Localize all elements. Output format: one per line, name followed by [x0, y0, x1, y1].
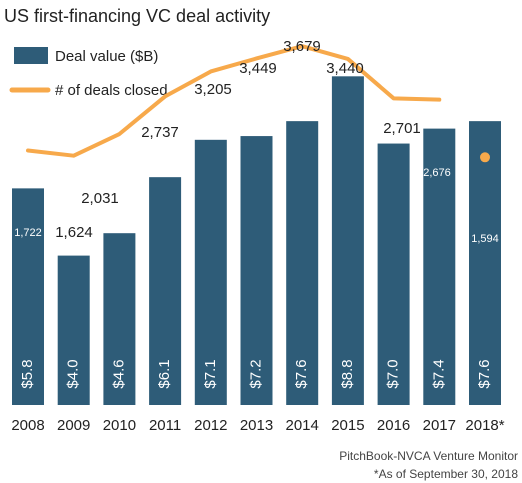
bar-value-label: $5.8: [19, 359, 36, 388]
bar-2016: [377, 143, 410, 406]
deals-closed-label: 1,722: [14, 227, 42, 239]
bar-2011: [149, 177, 182, 405]
deals-closed-label: 3,679: [283, 38, 321, 55]
x-tick-label: 2018*: [465, 417, 504, 434]
chart-title: US first-financing VC deal activity: [4, 6, 270, 26]
x-tick-label: 2012: [194, 417, 227, 434]
line-layer: 1,722 1,624 2,031 2,737 3,205 3,449 3,679 3,440…: [14, 38, 499, 245]
bar-2009: [57, 255, 90, 405]
legend-label-deals-closed: # of deals closed: [55, 82, 168, 99]
bar-value-label: $7.4: [430, 359, 447, 388]
x-tick-label: 2010: [103, 417, 136, 434]
legend-swatch-deal-value: [14, 47, 48, 64]
bar-2008: [12, 188, 44, 405]
deals-closed-label: 1,624: [55, 224, 93, 241]
bar-value-label: $7.0: [385, 359, 402, 388]
x-tick-label: 2014: [286, 417, 319, 434]
bar-value-label: $7.6: [293, 359, 310, 388]
bar-value-label: $6.1: [156, 359, 173, 388]
bar-2014: [286, 121, 319, 405]
deals-closed-line: [26, 44, 442, 158]
source-text: PitchBook-NVCA Venture Monitor: [339, 449, 518, 463]
x-axis: 2008 2009 2010 2011 2012 2013 2014 2015 2016 2017…: [11, 417, 504, 434]
bar-2012: [194, 139, 227, 405]
deals-closed-label: 1,594: [471, 233, 499, 245]
deals-closed-label: 3,205: [194, 81, 232, 98]
deals-closed-label: 2,701: [383, 120, 421, 137]
x-tick-label: 2008: [11, 417, 44, 434]
bar-value-label: $4.0: [65, 359, 82, 388]
bar-2018*: [469, 121, 501, 405]
x-tick-label: 2011: [149, 417, 181, 434]
bar-value-label: $8.8: [339, 359, 356, 388]
bar-2013: [240, 136, 273, 405]
bars: $5.8 $4.0 $4.6 $6.1 $7.1 $7.2 $7.6 $8.8 $7.0 $7.4…: [12, 76, 501, 406]
bar-value-label: $4.6: [110, 359, 127, 388]
bar-2015: [331, 76, 364, 405]
bar-value-label: $7.1: [202, 359, 219, 388]
x-tick-label: 2013: [240, 417, 273, 434]
bar-value-label: $7.2: [247, 359, 264, 388]
deals-closed-label: 2,737: [141, 124, 179, 141]
x-tick-label: 2009: [57, 417, 90, 434]
legend-label-deal-value: Deal value ($B): [55, 48, 158, 65]
deals-closed-label: 2,031: [81, 190, 119, 207]
x-tick-label: 2016: [377, 417, 410, 434]
legend: Deal value ($B) # of deals closed: [9, 47, 168, 99]
deals-closed-label: 3,449: [239, 60, 277, 77]
bar-value-label: $7.6: [476, 359, 493, 388]
bar-2010: [103, 233, 136, 405]
deals-closed-point-2018: [480, 152, 490, 163]
x-tick-label: 2015: [331, 417, 364, 434]
deals-closed-label: 2,676: [423, 167, 451, 179]
bar-2017: [423, 128, 456, 406]
deals-closed-label: 3,440: [326, 60, 364, 77]
footnote-text: *As of September 30, 2018: [374, 467, 518, 481]
x-tick-label: 2017: [423, 417, 456, 434]
